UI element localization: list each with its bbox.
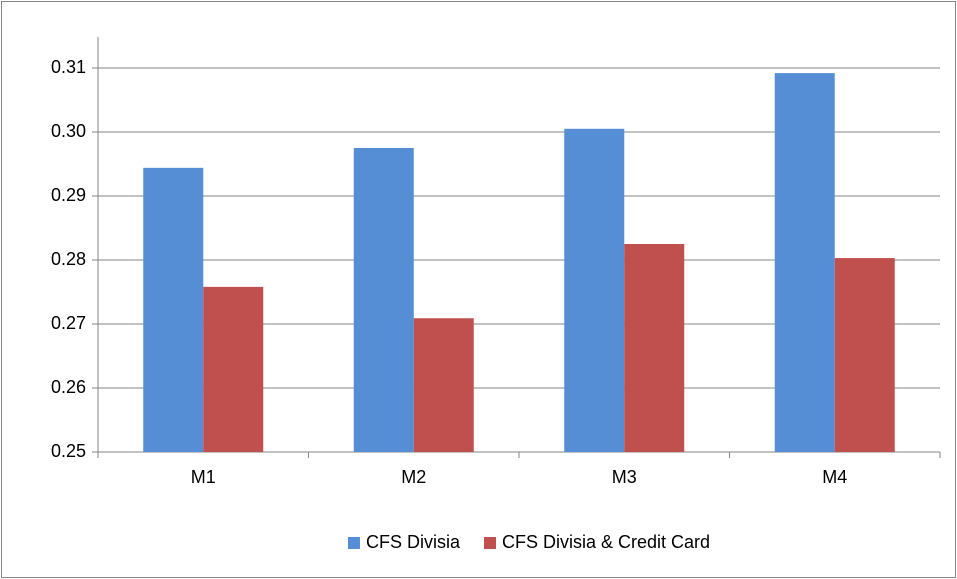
y-tick-label: 0.31 — [51, 57, 86, 77]
y-tick-label: 0.30 — [51, 121, 86, 141]
bar — [774, 73, 835, 453]
bar — [564, 128, 625, 453]
legend-label: CFS Divisia & Credit Card — [502, 532, 710, 552]
x-tick-label: M3 — [612, 467, 637, 487]
bar — [143, 167, 204, 452]
bar — [413, 318, 474, 452]
y-tick-label: 0.27 — [51, 313, 86, 333]
legend-label: CFS Divisia — [366, 532, 461, 552]
legend-swatch — [483, 537, 496, 549]
bar — [834, 258, 895, 452]
bar — [203, 286, 264, 452]
bar — [353, 148, 414, 452]
y-tick-label: 0.28 — [51, 249, 86, 269]
y-tick-label: 0.25 — [51, 441, 86, 461]
bar — [624, 244, 685, 452]
y-tick-label: 0.29 — [51, 185, 86, 205]
x-tick-label: M4 — [822, 467, 847, 487]
x-tick-label: M2 — [401, 467, 426, 487]
legend-swatch — [347, 537, 360, 549]
x-tick-label: M1 — [191, 467, 216, 487]
y-tick-label: 0.26 — [51, 377, 86, 397]
